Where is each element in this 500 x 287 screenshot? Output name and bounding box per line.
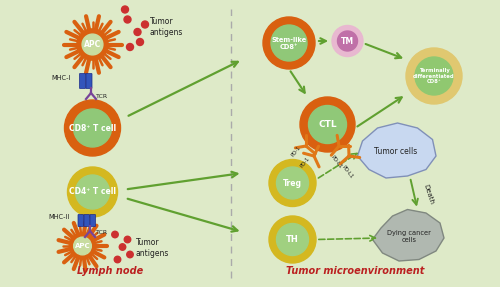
Text: TCR: TCR [96, 94, 108, 98]
Circle shape [269, 160, 316, 207]
Text: CD4⁺ T cell: CD4⁺ T cell [69, 187, 116, 197]
Circle shape [82, 34, 103, 55]
Text: Dying cancer
cells: Dying cancer cells [387, 230, 431, 243]
Text: Lymph node: Lymph node [77, 266, 143, 276]
Circle shape [122, 6, 128, 13]
Text: TM: TM [341, 36, 354, 46]
Text: PD-L1: PD-L1 [341, 164, 354, 180]
FancyBboxPatch shape [80, 73, 86, 88]
FancyBboxPatch shape [78, 214, 84, 226]
Circle shape [142, 21, 148, 28]
FancyBboxPatch shape [90, 214, 96, 226]
Circle shape [68, 167, 117, 217]
Text: Treg: Treg [283, 179, 302, 187]
Circle shape [120, 244, 126, 250]
Text: Tumor
antigens: Tumor antigens [150, 17, 184, 37]
Circle shape [338, 31, 357, 51]
Text: Tumor microenvironment: Tumor microenvironment [286, 266, 424, 276]
Circle shape [74, 109, 112, 147]
FancyBboxPatch shape [86, 73, 92, 88]
Circle shape [126, 44, 134, 51]
Circle shape [69, 233, 96, 259]
Text: CD8⁺ T cell: CD8⁺ T cell [69, 123, 116, 133]
Circle shape [76, 175, 110, 209]
Text: Tumor
antigens: Tumor antigens [136, 238, 170, 258]
Circle shape [134, 28, 141, 36]
Circle shape [308, 106, 346, 144]
Text: Death: Death [423, 184, 435, 205]
Text: APC: APC [74, 243, 90, 249]
Text: MHC-I: MHC-I [52, 75, 70, 81]
Circle shape [300, 97, 355, 152]
Circle shape [127, 251, 133, 258]
Text: APC: APC [84, 40, 101, 49]
Circle shape [263, 17, 315, 69]
Circle shape [276, 167, 308, 199]
Text: CTL: CTL [318, 120, 337, 129]
Circle shape [64, 100, 120, 156]
Circle shape [124, 16, 131, 23]
Circle shape [271, 25, 307, 61]
Circle shape [114, 256, 121, 263]
Text: Terminally
differentiated
CD8⁺: Terminally differentiated CD8⁺ [413, 68, 455, 84]
Polygon shape [372, 210, 444, 261]
Polygon shape [358, 123, 436, 178]
Text: TCR: TCR [96, 230, 108, 234]
Text: PD-1: PD-1 [299, 156, 311, 168]
Circle shape [136, 38, 143, 46]
Circle shape [124, 236, 131, 243]
Text: TH: TH [286, 235, 299, 244]
Circle shape [406, 48, 462, 104]
Text: MHC-II: MHC-II [48, 214, 70, 220]
Circle shape [74, 237, 92, 255]
Text: PD-1: PD-1 [290, 145, 302, 157]
Text: PD-L1: PD-L1 [330, 154, 342, 170]
Text: Stem-like
CD8⁺: Stem-like CD8⁺ [272, 36, 306, 49]
Circle shape [415, 57, 453, 95]
FancyBboxPatch shape [84, 214, 89, 226]
Circle shape [276, 224, 308, 255]
Circle shape [332, 26, 363, 57]
Circle shape [269, 216, 316, 263]
Circle shape [77, 29, 108, 60]
Circle shape [112, 231, 118, 238]
Text: Tumor cells: Tumor cells [374, 146, 418, 156]
